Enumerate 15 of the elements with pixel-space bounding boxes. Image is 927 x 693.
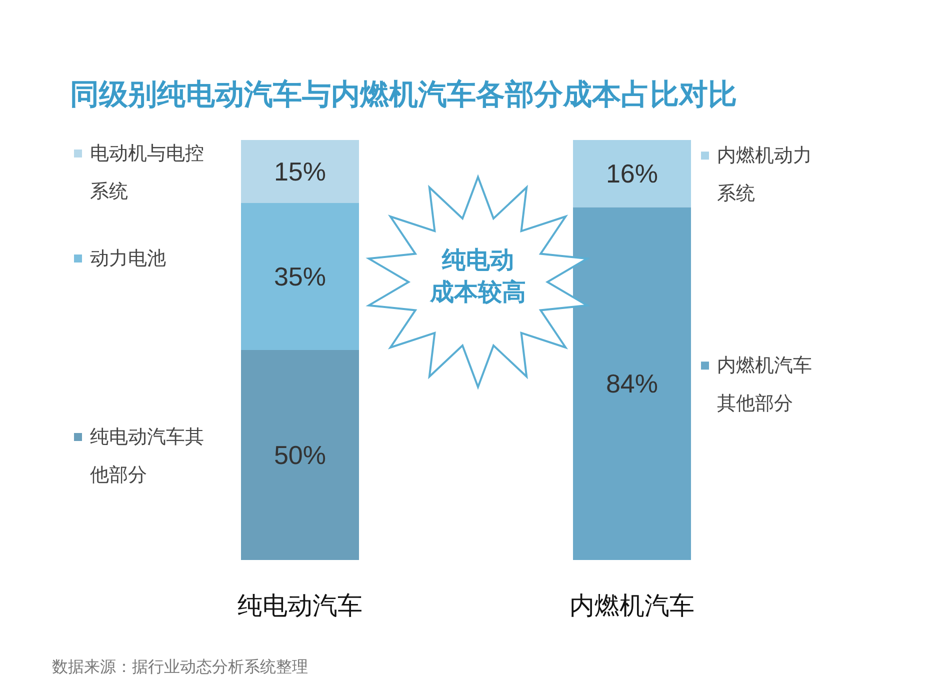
data-label: 84% [606,368,658,399]
legend-label: 内燃机汽车其他部分 [717,356,812,415]
data-label: 16% [606,158,658,189]
chart-title: 同级别纯电动汽车与内燃机汽车各部分成本占比对比 [70,78,737,111]
data-label: 15% [274,156,326,186]
legend-label: 纯电动汽车其他部分 [90,427,204,486]
x-tick-label: 内燃机汽车 [570,592,694,620]
legend-label: 动力电池 [90,248,166,270]
annotation: 纯电动成本较高 [429,247,526,306]
legend-label: 内燃机动力系统 [717,146,812,205]
data-label: 35% [274,262,326,292]
x-tick-label: 纯电动汽车 [238,592,362,620]
legend-label: 电动机与电控系统 [90,144,204,202]
source-note: 数据来源：据行业动态分析系统整理 [52,658,308,676]
data-label: 50% [274,440,326,470]
